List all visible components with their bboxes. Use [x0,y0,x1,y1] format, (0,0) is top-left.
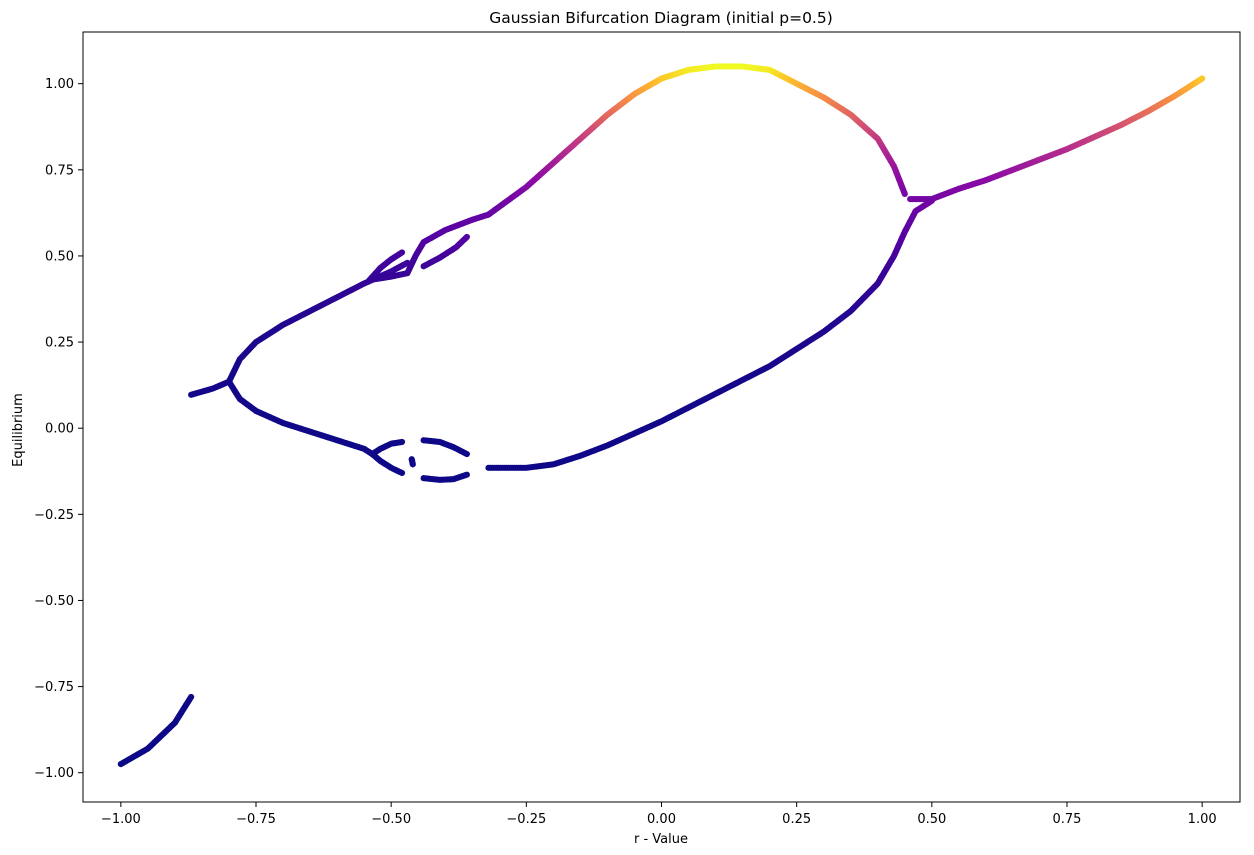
data-point [398,438,406,446]
x-tick-label: 0.75 [1053,812,1082,827]
x-tick-label: −1.00 [101,812,141,827]
data-points [117,63,1206,768]
x-tick-label: 0.25 [782,812,811,827]
data-point [463,450,470,458]
data-point [1199,75,1206,82]
data-point [463,471,470,478]
data-point [188,693,195,701]
x-tick-label: 1.00 [1188,812,1217,827]
chart-title: Gaussian Bifurcation Diagram (initial p=… [489,9,833,27]
y-axis-ticks: −1.00 −0.75 −0.50 −0.25 0.00 0.25 0.50 0.75 1.00 [34,77,83,781]
x-axis-label: r - Value [634,832,688,847]
y-tick-label: −1.00 [34,766,74,781]
y-tick-label: −0.50 [34,594,74,609]
x-tick-label: −0.50 [371,812,411,827]
x-tick-label: −0.25 [506,812,546,827]
data-point [463,233,470,241]
data-point [398,469,406,477]
x-axis-ticks: −1.00 −0.75 −0.50 −0.25 0.00 0.25 0.50 0.75 1.00 [101,802,1217,827]
x-tick-label: −0.75 [236,812,276,827]
y-tick-label: 0.25 [45,336,74,351]
y-tick-label: −0.75 [34,680,74,695]
y-tick-label: 1.00 [45,77,74,92]
x-tick-label: 0.00 [647,812,676,827]
y-axis-label: Equilibrium [11,393,26,467]
data-point [901,190,908,198]
y-tick-label: 0.75 [45,163,74,178]
y-tick-label: 0.50 [45,249,74,264]
data-point [409,461,416,468]
y-tick-label: −0.25 [34,508,74,523]
data-point [398,249,406,256]
y-tick-label: 0.00 [45,422,74,437]
x-tick-label: 0.50 [917,812,946,827]
